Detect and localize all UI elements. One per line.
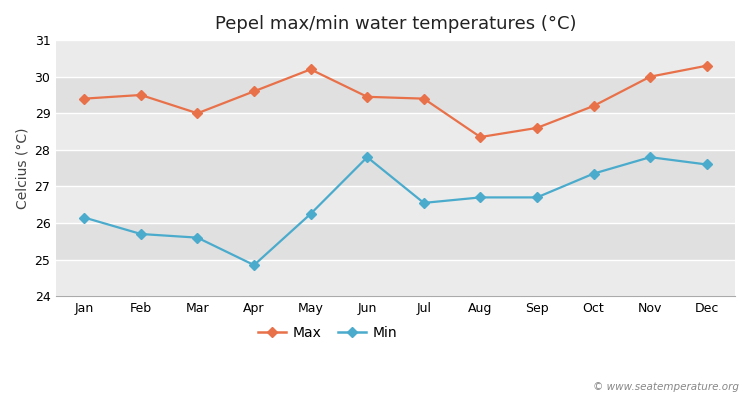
Min: [589, 171, 598, 176]
Title: Pepel max/min water temperatures (°C): Pepel max/min water temperatures (°C): [214, 15, 576, 33]
Max: [363, 94, 372, 99]
Min: [476, 195, 484, 200]
Bar: [56, 40, 735, 77]
Min: [363, 155, 372, 160]
Min: [250, 263, 259, 268]
Max: [646, 74, 655, 79]
Max: [702, 63, 711, 68]
Bar: [56, 150, 735, 186]
Bar: [56, 223, 735, 260]
Min: [193, 235, 202, 240]
Text: © www.seatemperature.org: © www.seatemperature.org: [592, 382, 739, 392]
Bar: [56, 77, 735, 113]
Max: [419, 96, 428, 101]
Min: [136, 232, 146, 236]
Y-axis label: Celcius (°C): Celcius (°C): [15, 127, 29, 209]
Line: Max: Max: [81, 62, 710, 140]
Max: [306, 67, 315, 72]
Min: [646, 155, 655, 160]
Min: [306, 212, 315, 216]
Legend: Max, Min: Max, Min: [252, 320, 403, 346]
Min: [419, 200, 428, 205]
Max: [476, 135, 484, 140]
Min: [80, 215, 88, 220]
Min: [702, 162, 711, 167]
Bar: [56, 186, 735, 223]
Max: [250, 89, 259, 94]
Max: [532, 126, 542, 130]
Line: Min: Min: [81, 154, 710, 268]
Max: [193, 111, 202, 116]
Bar: [56, 113, 735, 150]
Min: [532, 195, 542, 200]
Max: [589, 104, 598, 108]
Bar: [56, 260, 735, 296]
Max: [80, 96, 88, 101]
Max: [136, 92, 146, 97]
